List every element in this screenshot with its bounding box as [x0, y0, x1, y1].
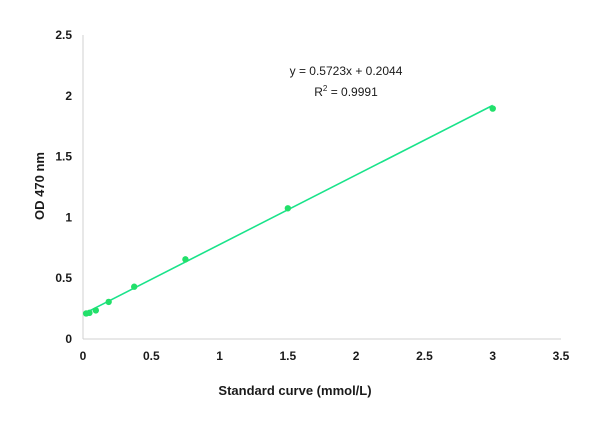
data-point: [284, 205, 292, 212]
x-axis-title: Standard curve (mmol/L): [218, 383, 371, 398]
x-tick-label: 2: [353, 349, 360, 363]
x-tick-label: 3: [489, 349, 496, 363]
y-tick-label: 2: [65, 89, 72, 103]
y-axis-title: OD 470 nm: [32, 152, 47, 220]
data-point: [86, 309, 93, 317]
y-tick-labels: 0 0.5 1 1.5 2 2.5: [55, 28, 72, 346]
x-tick-label: 0.5: [143, 349, 160, 363]
data-points: [82, 105, 496, 317]
r-squared-value: = 0.9991: [327, 85, 378, 99]
x-tick-labels: 0 0.5 1 1.5 2 2.5 3 3.5: [80, 349, 570, 363]
x-tick-label: 0: [80, 349, 87, 363]
data-point: [105, 298, 112, 306]
x-tick-label: 2.5: [416, 349, 433, 363]
trendline-equation: y = 0.5723x + 0.2044: [290, 64, 403, 78]
data-point: [182, 256, 189, 263]
r-squared-exponent: 2: [323, 84, 328, 93]
y-tick-label: 2.5: [55, 28, 72, 42]
y-tick-label: 1: [65, 210, 72, 224]
data-point: [131, 283, 138, 290]
x-tick-label: 3.5: [553, 349, 570, 363]
r-squared-prefix: R: [314, 85, 323, 99]
plot-area: [82, 35, 561, 340]
y-tick-label: 0.5: [55, 271, 72, 285]
r-squared-label: R2 = 0.9991: [314, 84, 378, 99]
data-point: [92, 307, 100, 314]
data-point: [489, 105, 496, 112]
y-tick-label: 0: [65, 332, 72, 346]
x-tick-label: 1.5: [280, 349, 297, 363]
y-tick-label: 1.5: [55, 150, 72, 164]
x-tick-label: 1: [216, 349, 223, 363]
